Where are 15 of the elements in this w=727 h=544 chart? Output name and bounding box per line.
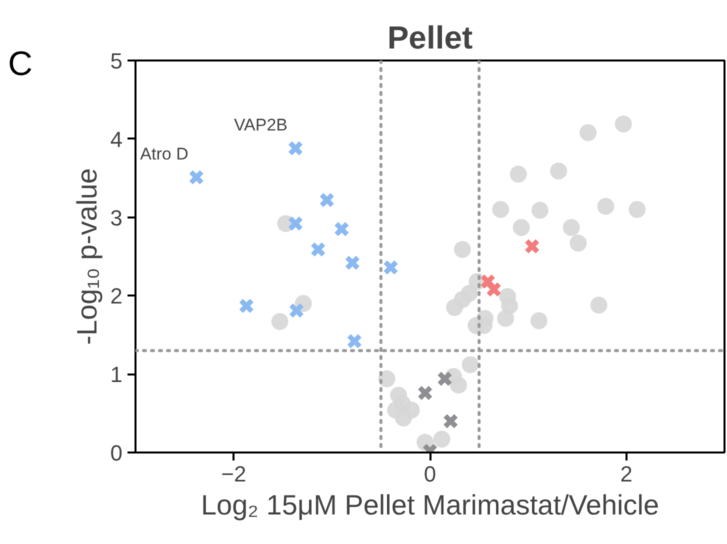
y-tick-label: 2 [110,284,123,309]
y-tick-label: 3 [110,205,123,230]
x-tick-label: 0 [424,462,436,486]
chart-title: Pellet [387,20,474,56]
x-tick-label: 2 [620,462,632,486]
annotation: VAP2B [234,115,288,134]
y-axis-title: -Log₁₀ p-value [71,168,102,345]
y-tick-label: 1 [110,362,123,388]
y-tick-label: 4 [110,126,123,152]
x-axis-title: Log₂ 15μM Pellet Marimastat/Vehicle [200,490,660,520]
text: C [8,44,33,85]
y-tick-label: 5 [110,48,123,74]
annotation: Atro D [140,144,188,164]
y-tick-label: 0 [110,440,123,466]
x-tick-label: −2 [221,462,246,486]
